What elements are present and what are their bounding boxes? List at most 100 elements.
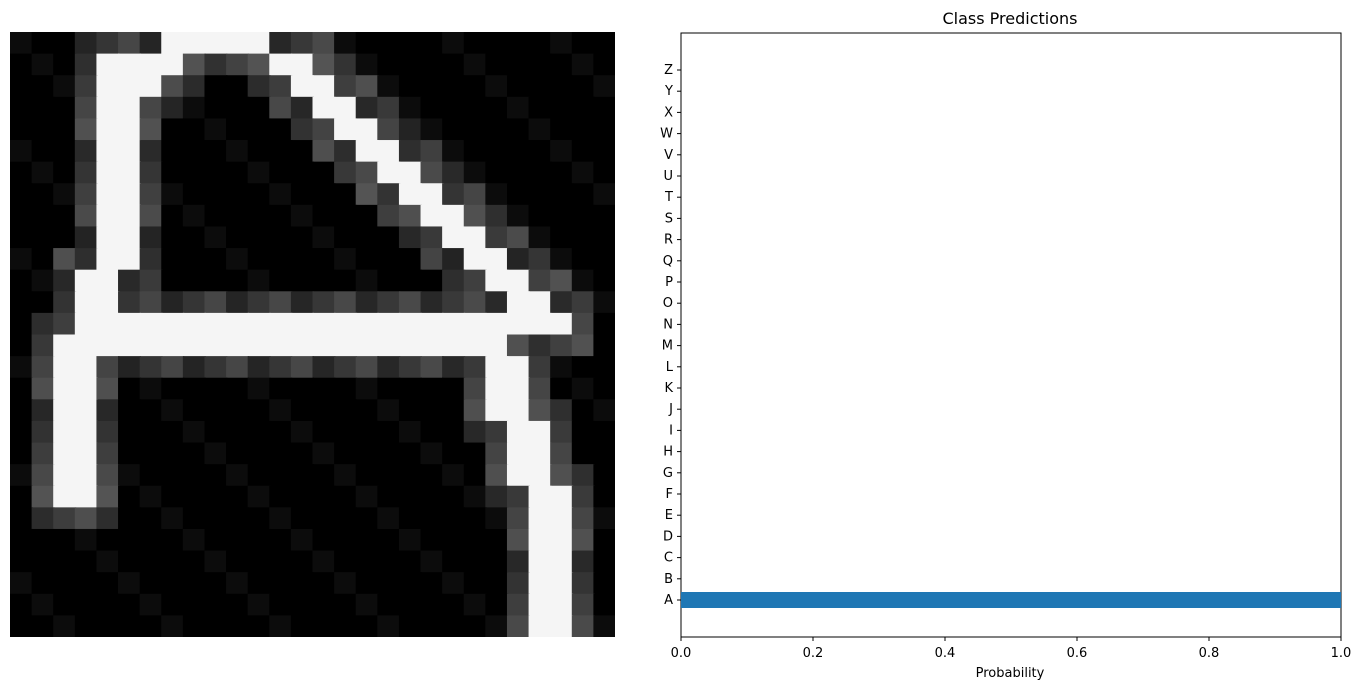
image-pixel [485,420,509,444]
image-pixel [53,572,77,596]
image-pixel [31,572,55,596]
image-pixel [334,356,358,380]
image-pixel [53,356,77,380]
x-tick-label: 0.2 [803,646,824,661]
image-pixel [204,204,228,228]
image-pixel [96,291,120,315]
image-pixel [506,420,530,444]
image-pixel [593,226,615,250]
image-pixel [139,442,163,466]
image-pixel [290,356,314,380]
image-pixel [334,269,358,293]
image-pixel [74,226,98,250]
image-pixel [528,183,552,207]
image-pixel [506,183,530,207]
image-pixel [53,485,77,509]
image-pixel [118,615,142,637]
image-pixel [593,32,615,55]
image-pixel [506,269,530,293]
image-pixel [31,53,55,77]
image-pixel [420,485,444,509]
image-pixel [226,399,250,423]
image-pixel [53,291,77,315]
image-pixel [139,226,163,250]
image-pixel [182,269,206,293]
image-pixel [226,528,250,552]
image-pixel [593,204,615,228]
image-pixel [226,550,250,574]
image-pixel [550,118,574,142]
image-pixel [442,183,466,207]
image-pixel [31,291,55,315]
image-pixel [355,204,379,228]
image-pixel [31,528,55,552]
image-pixel [377,593,401,617]
input-image [10,32,615,637]
image-pixel [10,485,33,509]
image-pixel [593,161,615,185]
image-pixel [506,248,530,272]
image-pixel [334,183,358,207]
image-pixel [442,75,466,99]
image-pixel [139,420,163,444]
image-pixel [161,75,185,99]
image-pixel [226,507,250,531]
image-pixel [247,464,271,488]
y-tick-label-F: F [666,487,673,502]
image-pixel [550,96,574,120]
image-pixel [31,96,55,120]
image-pixel [204,420,228,444]
image-pixel [118,32,142,55]
image-pixel [593,291,615,315]
image-pixel [53,334,77,358]
image-pixel [290,204,314,228]
y-tick-label-U: U [663,169,673,184]
image-pixel [506,356,530,380]
image-pixel [10,420,33,444]
image-pixel [204,161,228,185]
image-pixel [161,356,185,380]
image-pixel [312,615,336,637]
image-pixel [334,550,358,574]
image-pixel [139,183,163,207]
image-pixel [31,399,55,423]
image-pixel [442,96,466,120]
image-pixel [269,291,293,315]
image-pixel [96,75,120,99]
image-pixel [74,291,98,315]
image-pixel [593,356,615,380]
image-pixel [506,312,530,336]
image-pixel [506,118,530,142]
image-pixel [31,615,55,637]
image-pixel [463,183,487,207]
image-pixel [53,204,77,228]
image-pixel [139,464,163,488]
image-pixel [204,312,228,336]
image-pixel [10,118,33,142]
image-pixel [550,442,574,466]
image-pixel [334,75,358,99]
image-pixel [53,161,77,185]
image-pixel [118,183,142,207]
image-pixel [550,593,574,617]
y-tick-label-B: B [664,572,673,587]
image-pixel [74,312,98,336]
image-pixel [593,550,615,574]
image-pixel [442,32,466,55]
image-pixel [506,572,530,596]
image-pixel [398,420,422,444]
image-pixel [593,528,615,552]
image-pixel [355,53,379,77]
image-pixel [290,399,314,423]
image-pixel [506,140,530,164]
image-pixel [398,377,422,401]
y-tick-label-L: L [666,360,674,375]
image-pixel [247,204,271,228]
image-pixel [53,442,77,466]
y-tick-label-N: N [663,317,673,332]
image-pixel [31,140,55,164]
image-pixel [485,377,509,401]
image-pixel [247,420,271,444]
x-tick-label: 0.0 [671,646,692,661]
image-pixel [74,75,98,99]
